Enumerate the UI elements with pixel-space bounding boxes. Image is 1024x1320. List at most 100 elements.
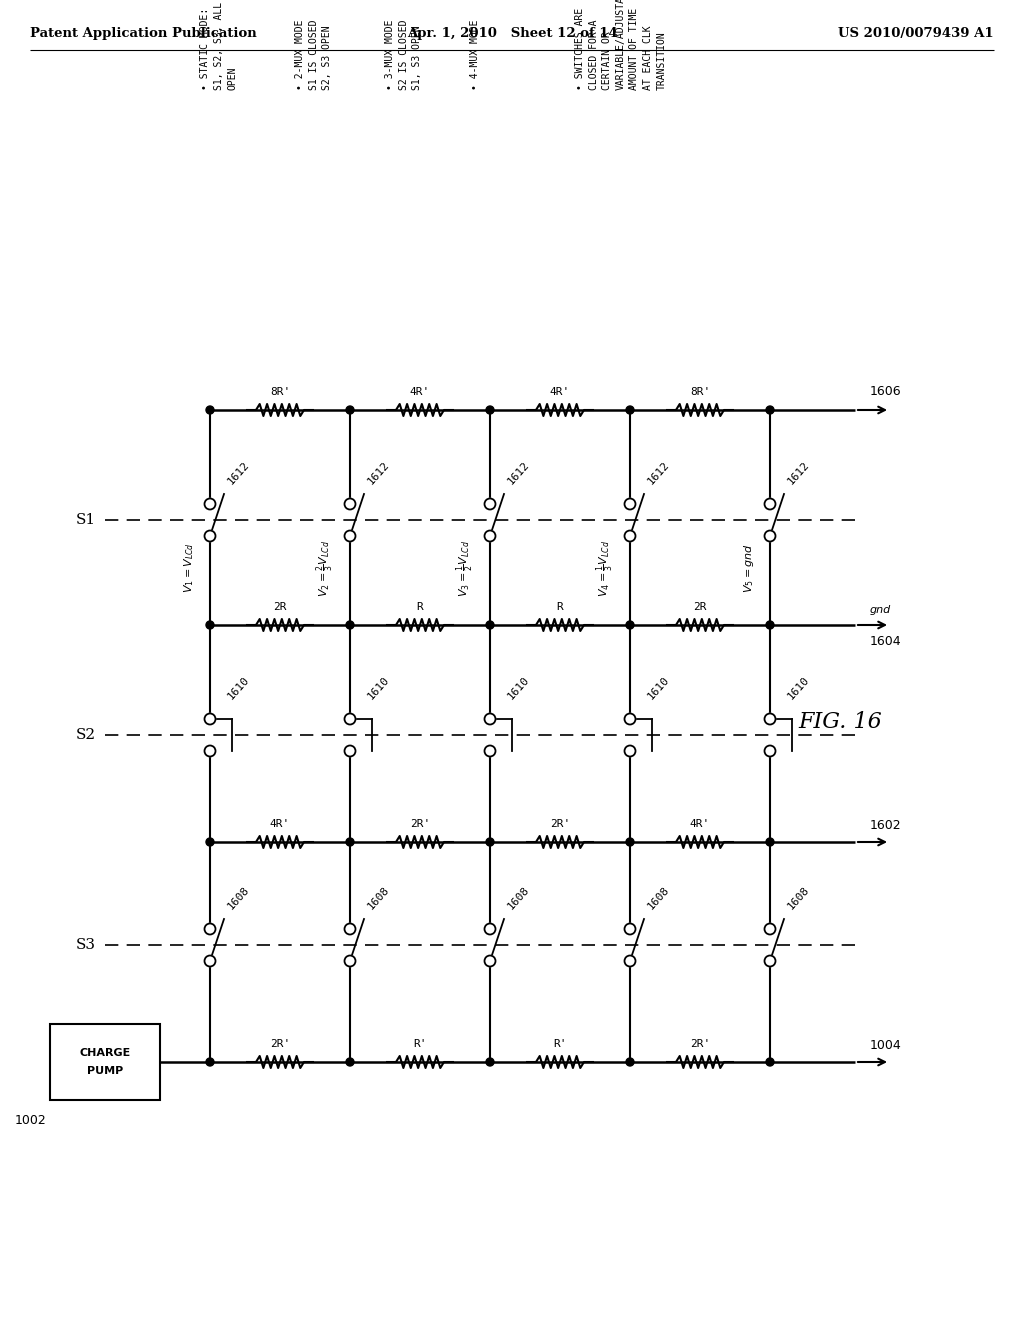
Circle shape bbox=[205, 924, 215, 935]
Text: • SWITCHES ARE
CLOSED FOR A
CERTAIN OR
VARIABLE/ADJUSTABLE
AMOUNT OF TIME
AT EAC: • SWITCHES ARE CLOSED FOR A CERTAIN OR V… bbox=[575, 0, 667, 90]
Text: • 2-MUX MODE
S1 IS CLOSED
S2, S3 OPEN: • 2-MUX MODE S1 IS CLOSED S2, S3 OPEN bbox=[295, 20, 332, 90]
Text: $V_1=V_{LCd}$: $V_1=V_{LCd}$ bbox=[182, 543, 196, 594]
Text: • 3-MUX MODE
S2 IS CLOSED
S1, S3 OPEN: • 3-MUX MODE S2 IS CLOSED S1, S3 OPEN bbox=[385, 20, 422, 90]
Text: $V_5=gnd$: $V_5=gnd$ bbox=[742, 543, 756, 593]
Text: 1610: 1610 bbox=[506, 675, 531, 701]
Circle shape bbox=[625, 531, 636, 541]
Circle shape bbox=[766, 1059, 774, 1067]
Text: 2R: 2R bbox=[273, 602, 287, 612]
Text: 1608: 1608 bbox=[226, 884, 252, 911]
Text: 8R': 8R' bbox=[270, 387, 290, 397]
Circle shape bbox=[346, 838, 354, 846]
Circle shape bbox=[484, 956, 496, 966]
Circle shape bbox=[206, 620, 214, 630]
Text: Patent Application Publication: Patent Application Publication bbox=[30, 26, 257, 40]
Circle shape bbox=[626, 407, 634, 414]
Text: 2R': 2R' bbox=[690, 1039, 710, 1049]
Circle shape bbox=[765, 499, 775, 510]
Text: $V_2=\frac{2}{3}V_{LCd}$: $V_2=\frac{2}{3}V_{LCd}$ bbox=[314, 540, 336, 597]
Circle shape bbox=[484, 531, 496, 541]
Circle shape bbox=[346, 407, 354, 414]
Text: 8R': 8R' bbox=[690, 387, 710, 397]
Text: R: R bbox=[417, 602, 423, 612]
Circle shape bbox=[626, 1059, 634, 1067]
Text: 1602: 1602 bbox=[870, 818, 901, 832]
Text: 1610: 1610 bbox=[646, 675, 672, 701]
Text: 2R': 2R' bbox=[410, 818, 430, 829]
Text: S3: S3 bbox=[76, 939, 96, 952]
Text: 4R': 4R' bbox=[270, 818, 290, 829]
Text: 1612: 1612 bbox=[646, 459, 672, 486]
Text: R: R bbox=[557, 602, 563, 612]
Circle shape bbox=[346, 1059, 354, 1067]
Circle shape bbox=[344, 714, 355, 725]
Circle shape bbox=[344, 531, 355, 541]
Text: 1612: 1612 bbox=[226, 459, 252, 486]
Text: 1610: 1610 bbox=[786, 675, 811, 701]
Circle shape bbox=[205, 531, 215, 541]
Circle shape bbox=[765, 956, 775, 966]
Text: 2R': 2R' bbox=[270, 1039, 290, 1049]
Circle shape bbox=[765, 746, 775, 756]
Circle shape bbox=[484, 499, 496, 510]
Circle shape bbox=[344, 956, 355, 966]
Text: 1610: 1610 bbox=[226, 675, 252, 701]
Text: 2R: 2R bbox=[693, 602, 707, 612]
Circle shape bbox=[346, 620, 354, 630]
Circle shape bbox=[626, 838, 634, 846]
Text: 1606: 1606 bbox=[870, 385, 901, 399]
Circle shape bbox=[484, 924, 496, 935]
Circle shape bbox=[625, 956, 636, 966]
Text: CHARGE: CHARGE bbox=[80, 1048, 131, 1059]
Circle shape bbox=[484, 714, 496, 725]
Circle shape bbox=[206, 407, 214, 414]
Circle shape bbox=[344, 924, 355, 935]
Text: PUMP: PUMP bbox=[87, 1067, 123, 1076]
Circle shape bbox=[625, 714, 636, 725]
Text: • 4-MUX MODE: • 4-MUX MODE bbox=[470, 20, 480, 90]
Text: 1004: 1004 bbox=[870, 1039, 902, 1052]
Text: 1608: 1608 bbox=[366, 884, 391, 911]
Text: Apr. 1, 2010   Sheet 12 of 14: Apr. 1, 2010 Sheet 12 of 14 bbox=[407, 26, 617, 40]
Text: FIG. 16: FIG. 16 bbox=[798, 711, 882, 733]
Text: 4R': 4R' bbox=[550, 387, 570, 397]
Text: gnd: gnd bbox=[870, 605, 891, 615]
Circle shape bbox=[765, 714, 775, 725]
Text: 1604: 1604 bbox=[870, 635, 901, 648]
Text: US 2010/0079439 A1: US 2010/0079439 A1 bbox=[839, 26, 994, 40]
Circle shape bbox=[206, 1059, 214, 1067]
Circle shape bbox=[766, 620, 774, 630]
Circle shape bbox=[626, 620, 634, 630]
Circle shape bbox=[486, 620, 494, 630]
Circle shape bbox=[625, 924, 636, 935]
Circle shape bbox=[766, 407, 774, 414]
Text: R': R' bbox=[553, 1039, 566, 1049]
Circle shape bbox=[765, 924, 775, 935]
Circle shape bbox=[625, 746, 636, 756]
Text: 2R': 2R' bbox=[550, 818, 570, 829]
Circle shape bbox=[205, 499, 215, 510]
Text: S2: S2 bbox=[76, 729, 96, 742]
Circle shape bbox=[205, 956, 215, 966]
Text: 1608: 1608 bbox=[646, 884, 672, 911]
Circle shape bbox=[344, 499, 355, 510]
Circle shape bbox=[205, 714, 215, 725]
Text: 1612: 1612 bbox=[366, 459, 391, 486]
Text: 1612: 1612 bbox=[506, 459, 531, 486]
Text: 4R': 4R' bbox=[690, 818, 710, 829]
Text: 1612: 1612 bbox=[786, 459, 811, 486]
Circle shape bbox=[765, 531, 775, 541]
Circle shape bbox=[486, 1059, 494, 1067]
Circle shape bbox=[766, 838, 774, 846]
Text: $V_4=\frac{1}{3}V_{LCd}$: $V_4=\frac{1}{3}V_{LCd}$ bbox=[595, 540, 616, 597]
Text: 1610: 1610 bbox=[366, 675, 391, 701]
Text: • STATIC MODE:
S1, S2, S3, ALL
OPEN: • STATIC MODE: S1, S2, S3, ALL OPEN bbox=[200, 1, 238, 90]
Circle shape bbox=[205, 746, 215, 756]
Circle shape bbox=[625, 499, 636, 510]
Circle shape bbox=[484, 746, 496, 756]
Circle shape bbox=[206, 838, 214, 846]
Circle shape bbox=[344, 746, 355, 756]
Text: 1608: 1608 bbox=[786, 884, 811, 911]
Text: 1608: 1608 bbox=[506, 884, 531, 911]
Text: 1002: 1002 bbox=[14, 1114, 46, 1127]
